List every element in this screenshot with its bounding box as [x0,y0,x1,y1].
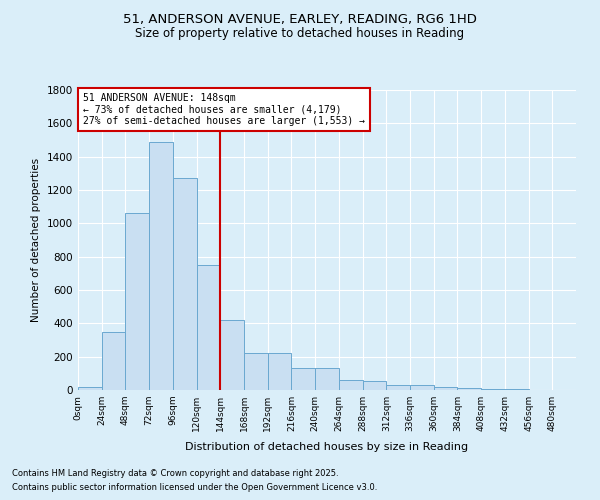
Bar [386,385,410,390]
Bar [149,142,173,390]
Bar [244,354,268,390]
Bar [434,387,457,390]
Bar [220,320,244,390]
Bar [315,368,339,390]
Bar [102,332,125,390]
Text: 51, ANDERSON AVENUE, EARLEY, READING, RG6 1HD: 51, ANDERSON AVENUE, EARLEY, READING, RG… [123,12,477,26]
Bar [457,388,481,390]
Bar [173,178,197,390]
Y-axis label: Number of detached properties: Number of detached properties [31,158,41,322]
Bar [339,380,362,390]
Text: Contains HM Land Registry data © Crown copyright and database right 2025.: Contains HM Land Registry data © Crown c… [12,468,338,477]
Bar [125,214,149,390]
Text: Size of property relative to detached houses in Reading: Size of property relative to detached ho… [136,28,464,40]
Bar [78,386,102,390]
Bar [197,265,220,390]
X-axis label: Distribution of detached houses by size in Reading: Distribution of detached houses by size … [185,442,469,452]
Text: 51 ANDERSON AVENUE: 148sqm
← 73% of detached houses are smaller (4,179)
27% of s: 51 ANDERSON AVENUE: 148sqm ← 73% of deta… [83,93,365,126]
Bar [292,368,315,390]
Bar [362,381,386,390]
Text: Contains public sector information licensed under the Open Government Licence v3: Contains public sector information licen… [12,484,377,492]
Bar [410,385,434,390]
Bar [481,388,505,390]
Bar [268,354,292,390]
Bar [505,389,529,390]
